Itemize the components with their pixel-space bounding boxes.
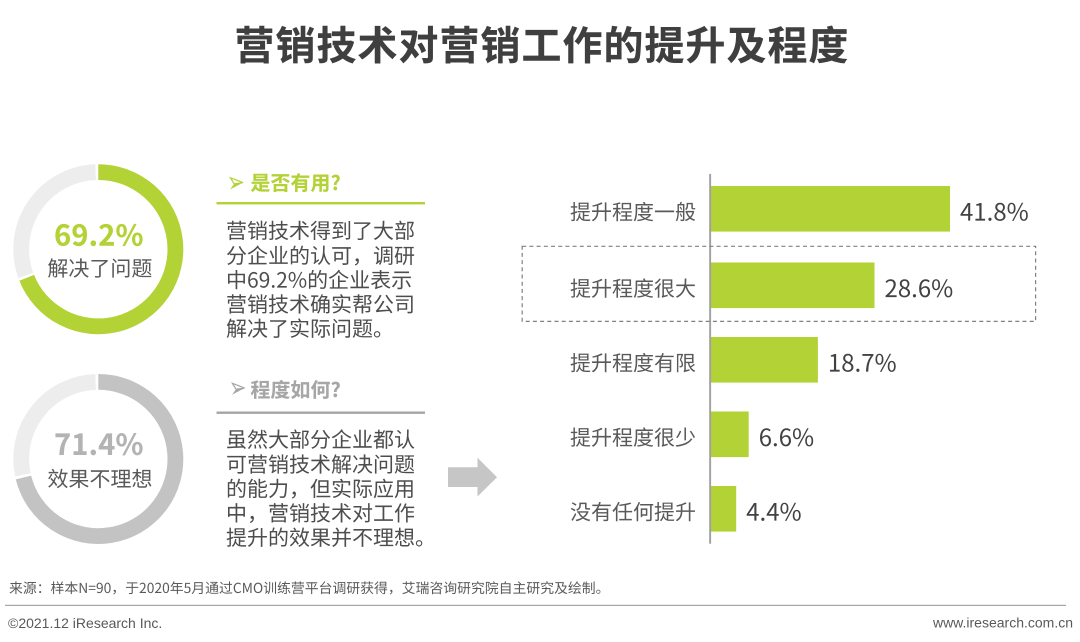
svg-text:©2021.12 iResearch Inc.: ©2021.12 iResearch Inc. xyxy=(8,615,162,631)
svg-text:www.iresearch.com.cn: www.iresearch.com.cn xyxy=(932,615,1073,631)
